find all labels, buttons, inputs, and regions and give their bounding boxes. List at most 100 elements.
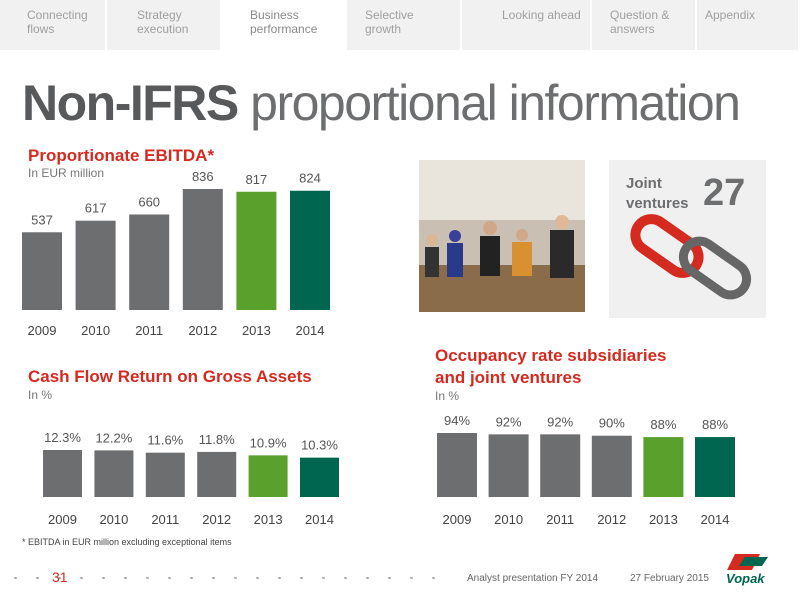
photo-person (480, 236, 500, 276)
chain-link (678, 236, 752, 300)
x-tick-label: 2014 (701, 512, 730, 527)
bar (22, 232, 62, 310)
bar (129, 214, 170, 310)
footer-date: 27 February 2015 (630, 573, 709, 584)
photo (419, 160, 585, 312)
value-label: 817 (246, 172, 268, 187)
value-label: 94% (444, 413, 470, 428)
bar (182, 189, 223, 310)
value-label: 92% (547, 414, 573, 429)
nav-tab[interactable]: Connecting flows (0, 0, 107, 50)
value-label: 537 (31, 212, 53, 227)
bar-chart: 12.3% 2009 12.2% 2010 11.6% 2011 11.8% 2012 10.9… (43, 430, 339, 527)
photo-person (550, 230, 574, 278)
nav-tab-label: Business performance (250, 8, 318, 36)
photo-person (555, 215, 569, 229)
nav-tab-label: Looking ahead (502, 8, 581, 22)
bar (94, 450, 134, 497)
jv-count: 27 (703, 172, 745, 214)
title-bold: Non-IFRS (22, 75, 239, 131)
value-label: 12.3% (44, 430, 81, 445)
nav-tab[interactable]: Appendix (697, 0, 800, 50)
slide-title: Non-IFRS proportional information (22, 74, 741, 132)
photo-person (449, 230, 461, 242)
photo-person (516, 229, 528, 241)
value-label: 90% (599, 416, 625, 431)
x-tick-label: 2012 (202, 512, 231, 527)
x-tick-label: 2013 (254, 512, 283, 527)
bar (488, 434, 529, 497)
nav-tab[interactable]: Looking ahead (462, 0, 592, 50)
nav-tab-label: Connecting flows (27, 8, 88, 36)
bar (591, 435, 632, 497)
value-label: 92% (496, 414, 522, 429)
bar (643, 437, 684, 497)
logo-mark (739, 557, 768, 566)
value-label: 660 (138, 194, 160, 209)
nav-tab-label: Question & answers (610, 8, 670, 36)
value-label: 88% (702, 417, 728, 432)
x-tick-label: 2011 (546, 512, 574, 527)
x-tick-label: 2009 (443, 512, 472, 527)
nav-tab-label: Selective growth (365, 8, 414, 36)
nav-tab-label: Appendix (705, 8, 756, 22)
chain-link (630, 214, 704, 278)
chart-subtitle: In EUR million (28, 166, 105, 180)
chain-icon (630, 214, 752, 300)
bar (437, 433, 477, 497)
x-tick-label: 2013 (649, 512, 678, 527)
logo-text: Vopak (726, 571, 765, 586)
x-tick-label: 2011 (151, 512, 179, 527)
bar (248, 455, 288, 497)
x-tick-label: 2014 (296, 323, 325, 338)
bar (236, 191, 277, 310)
nav-tab-label: Strategy execution (137, 8, 189, 36)
photo-person (425, 247, 439, 277)
photo-person (512, 242, 532, 276)
bar (75, 220, 116, 310)
photo-person (483, 221, 497, 235)
value-label: 617 (85, 201, 107, 216)
value-label: 88% (650, 417, 676, 432)
nav-tab[interactable]: Question & answers (592, 0, 697, 50)
x-tick-label: 2009 (28, 323, 57, 338)
nav-tab[interactable]: Business performance (222, 0, 347, 50)
bar (300, 457, 339, 497)
bar (290, 190, 330, 310)
x-tick-label: 2012 (597, 512, 626, 527)
value-label: 11.6% (147, 433, 183, 448)
nav-tab[interactable]: Strategy execution (107, 0, 222, 50)
jv-label: Joint ventures (626, 175, 689, 212)
bar (43, 450, 82, 497)
nav-tab[interactable]: Selective growth (347, 0, 462, 50)
x-tick-label: 2010 (494, 512, 523, 527)
value-label: 11.8% (199, 432, 235, 447)
bar (145, 452, 185, 497)
bar (197, 451, 237, 497)
chart-subtitle: In % (28, 388, 53, 402)
x-tick-label: 2013 (242, 323, 271, 338)
x-tick-label: 2011 (135, 323, 163, 338)
value-label: 10.3% (301, 438, 338, 453)
value-label: 836 (192, 169, 214, 184)
value-label: 10.9% (250, 435, 287, 450)
bar-chart: 94% 2009 92% 2010 92% 2011 90% 2012 88% 2013 88% 20… (437, 413, 735, 527)
value-label: 12.2% (95, 430, 132, 445)
title-rest: proportional information (250, 75, 741, 131)
footer-presentation: Analyst presentation FY 2014 (467, 573, 598, 584)
page-number: 31 (52, 569, 68, 585)
x-tick-label: 2010 (81, 323, 110, 338)
x-tick-label: 2009 (48, 512, 77, 527)
chart-title: Proportionate EBITDA* (28, 146, 215, 165)
chart-title: Cash Flow Return on Gross Assets (28, 367, 312, 386)
chart-title: Occupancy rate subsidiaries and joint ve… (435, 346, 667, 387)
photo-person (426, 234, 438, 246)
photo-person (447, 243, 463, 277)
chart-subtitle: In % (435, 389, 460, 403)
bar (695, 437, 735, 497)
x-tick-label: 2014 (305, 512, 334, 527)
bar (540, 434, 581, 497)
x-tick-label: 2012 (188, 323, 217, 338)
